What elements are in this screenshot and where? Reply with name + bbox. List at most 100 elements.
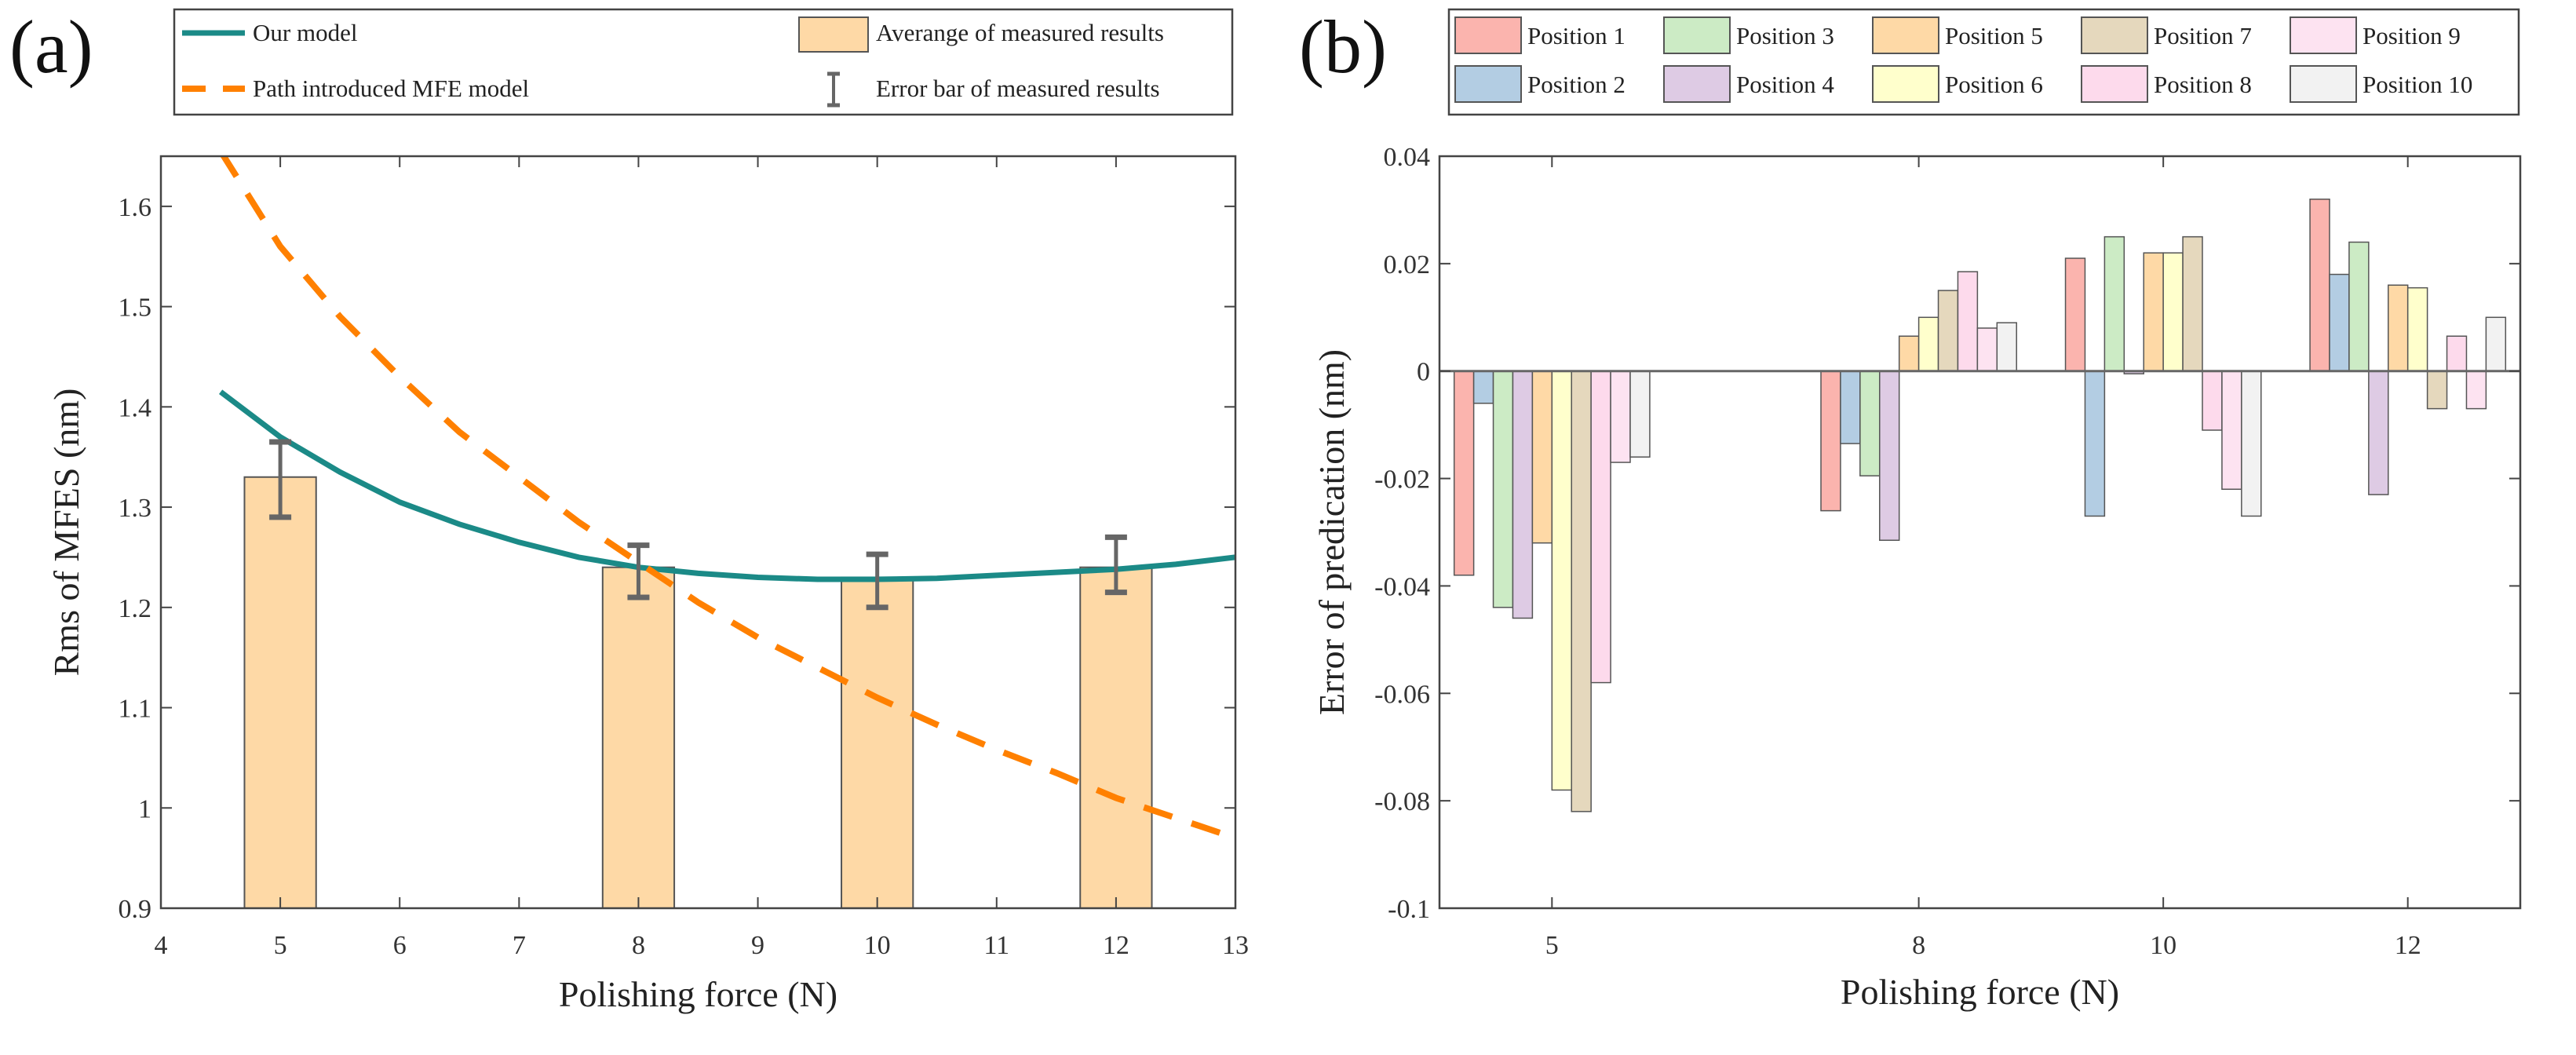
bar-position-8-12 [2446,335,2468,372]
y-tick-label-b: -0.02 [1374,465,1430,495]
y-tick-label-b: 0 [1417,358,1430,387]
x-tick-label-a: 9 [751,931,764,960]
bar-position-5-8 [1898,335,1920,372]
bar-position-1-12 [2309,198,2330,372]
x-tick-label-b: 10 [2150,931,2176,960]
bar-position-3-5 [1492,370,1514,608]
panel-label-a: (a) [9,5,93,89]
x-tick-label-b: 12 [2395,931,2421,960]
bar-measured-10 [841,576,914,909]
bar-position-6-8 [1917,316,1939,372]
bar-measured-12 [1079,566,1153,909]
legend-label-position-6: Position 6 [1945,71,2043,98]
x-tick-label-a: 11 [983,931,1009,960]
bar-position-2-8 [1840,370,1861,444]
bar-position-4-5 [1512,370,1534,619]
legend-box-a [173,8,1234,116]
bar-position-2-12 [2329,273,2350,372]
x-axis-label-a: Polishing force (N) [559,974,837,1014]
legend-label-position-7: Position 7 [2154,22,2252,49]
y-tick-label-a: 1.1 [119,695,152,724]
bar-position-5-12 [2388,284,2409,372]
y-tick-label-b: 0.02 [1384,250,1431,279]
bar-position-6-12 [2406,287,2428,372]
line-mfe-model [220,156,1235,841]
bar-position-8-8 [1957,271,1979,372]
legend-a: Our model Path introduced MFE model Averan… [173,8,1234,116]
bar-measured-8 [601,566,676,909]
legend-label-position-8: Position 8 [2154,71,2252,98]
y-tick-label-b: -0.08 [1374,787,1430,816]
y-tick-label-b: -0.04 [1374,572,1430,601]
y-tick-label-b: -0.06 [1374,680,1430,709]
bar-position-10-5 [1629,370,1651,458]
bar-position-1-10 [2064,257,2086,372]
legend-label-position-5: Position 5 [1945,22,2043,49]
legend-label-mfe-model: Path introduced MFE model [253,75,529,102]
x-tick-label-a: 4 [155,931,168,960]
bar-position-8-10 [2202,370,2223,431]
axes-box-a [159,155,1237,910]
y-tick-label-b: -0.1 [1388,895,1430,924]
bar-position-4-12 [2368,370,2389,495]
y-axis-label-b: Error of predication (nm) [1312,349,1352,715]
panel-label-b: (b) [1299,5,1387,89]
bar-position-8-5 [1590,370,1611,684]
bar-position-6-10 [2162,252,2184,372]
bar-position-9-12 [2465,370,2487,410]
x-tick-label-a: 5 [274,931,287,960]
x-tick-label-b: 5 [1545,931,1559,960]
x-tick-label-b: 8 [1912,931,1925,960]
bar-position-6-5 [1551,370,1572,791]
bar-position-10-8 [1996,322,2017,372]
line-our-model [218,389,1235,582]
legend-swatch-position-4 [1663,65,1731,103]
bar-position-2-10 [2084,370,2106,517]
bar-position-5-10 [2143,252,2164,372]
legend-swatch-position-9 [2290,16,2357,54]
legend-label-measured: Averange of measured results [876,19,1164,46]
legend-b: Position 1 Position 2 Position 3 Position 4… [1447,8,2520,116]
x-tick-label-a: 12 [1103,931,1129,960]
legend-label-position-2: Position 2 [1527,71,1626,98]
axes-box-b [1438,155,2522,910]
bar-position-2-5 [1472,370,1494,404]
legend-swatch-measured [798,16,869,53]
bar-position-1-5 [1453,370,1475,576]
y-tick-label-a: 1.2 [119,594,152,623]
legend-swatch-position-10 [2290,65,2357,103]
bar-position-4-8 [1879,370,1900,542]
bar-position-3-10 [2103,235,2125,372]
bar-position-7-5 [1571,370,1592,812]
legend-swatch-position-5 [1872,16,1939,54]
bar-measured-5 [243,476,317,909]
bar-position-9-10 [2221,370,2242,491]
y-tick-label-a: 1.5 [119,294,152,323]
bar-position-10-10 [2241,370,2262,517]
legend-label-position-4: Position 4 [1736,71,1834,98]
x-tick-label-a: 13 [1222,931,1249,960]
x-axis-label-b: Polishing force (N) [1841,972,2119,1012]
bar-position-9-8 [1976,327,1998,372]
bar-position-7-12 [2426,370,2448,410]
legend-swatch-position-6 [1872,65,1939,103]
legend-swatch-position-1 [1454,16,1522,54]
legend-swatch-position-7 [2081,16,2148,54]
legend-label-our-model: Our model [253,19,357,46]
y-tick-label-a: 0.9 [119,895,152,924]
bar-position-7-8 [1937,290,1959,372]
x-tick-label-a: 6 [393,931,407,960]
bar-position-1-8 [1820,370,1841,512]
legend-swatch-position-2 [1454,65,1522,103]
x-tick-label-a: 10 [864,931,891,960]
bar-position-3-8 [1859,370,1881,476]
bar-position-5-5 [1531,370,1553,544]
panel-b: (b) 5 8 10 12 -0.1 -0.08 -0.06 -0.04 -0.02 0 0.02 0.… [1299,5,2522,1012]
legend-swatch-position-3 [1663,16,1731,54]
legend-label-position-1: Position 1 [1527,22,1626,49]
legend-label-position-10: Position 10 [2363,71,2472,98]
y-tick-label-a: 1 [138,794,151,823]
y-tick-label-b: 0.04 [1384,143,1431,172]
y-tick-label-a: 1.4 [119,393,152,422]
